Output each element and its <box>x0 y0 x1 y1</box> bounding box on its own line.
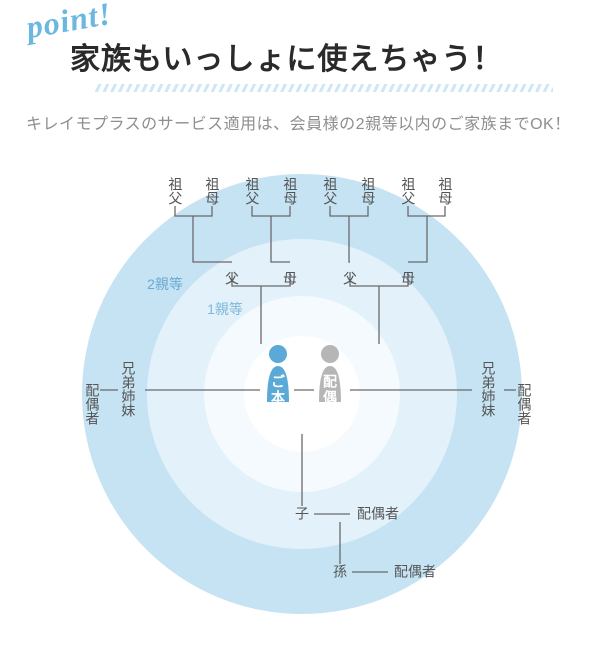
node-label: 母 <box>401 272 415 287</box>
ring-label-2: 2親等 <box>147 274 183 294</box>
node-label: 母 <box>283 272 297 287</box>
node-label: 兄弟姉妹 <box>121 361 136 417</box>
node-label: 配偶者 <box>357 507 399 522</box>
header: point! 家族もいっしょに使えちゃう！ <box>0 0 605 92</box>
node-label: 配偶者 <box>517 383 532 425</box>
node-label: 配偶者 <box>394 565 436 580</box>
node-label: 祖父 <box>401 177 416 205</box>
node-label: 祖母 <box>438 177 453 205</box>
spouse-label: 配偶者 <box>320 374 340 422</box>
node-label: 父 <box>225 272 239 287</box>
node-label: 子 <box>295 507 309 522</box>
node-label: 祖母 <box>205 177 220 205</box>
node-label: 祖母 <box>283 177 298 205</box>
node-label: 祖父 <box>168 177 183 205</box>
family-diagram: 祖父祖母祖父祖母祖父祖母祖父祖母父母父母兄弟姉妹配偶者兄弟姉妹配偶者子配偶者孫配… <box>0 134 605 634</box>
node-label: 父 <box>343 272 357 287</box>
headline-underline <box>94 84 553 92</box>
ring-label-1: 1親等 <box>207 299 243 319</box>
node-label: 配偶者 <box>85 383 100 425</box>
node-label: 孫 <box>333 565 347 580</box>
self-label: ご本人 <box>268 374 288 422</box>
node-label: 祖父 <box>323 177 338 205</box>
node-label: 祖母 <box>361 177 376 205</box>
node-label: 祖父 <box>245 177 260 205</box>
subtitle: キレイモプラスのサービス適用は、会員様の2親等以内のご家族までOK！ <box>0 92 605 134</box>
node-label: 兄弟姉妹 <box>481 361 496 417</box>
